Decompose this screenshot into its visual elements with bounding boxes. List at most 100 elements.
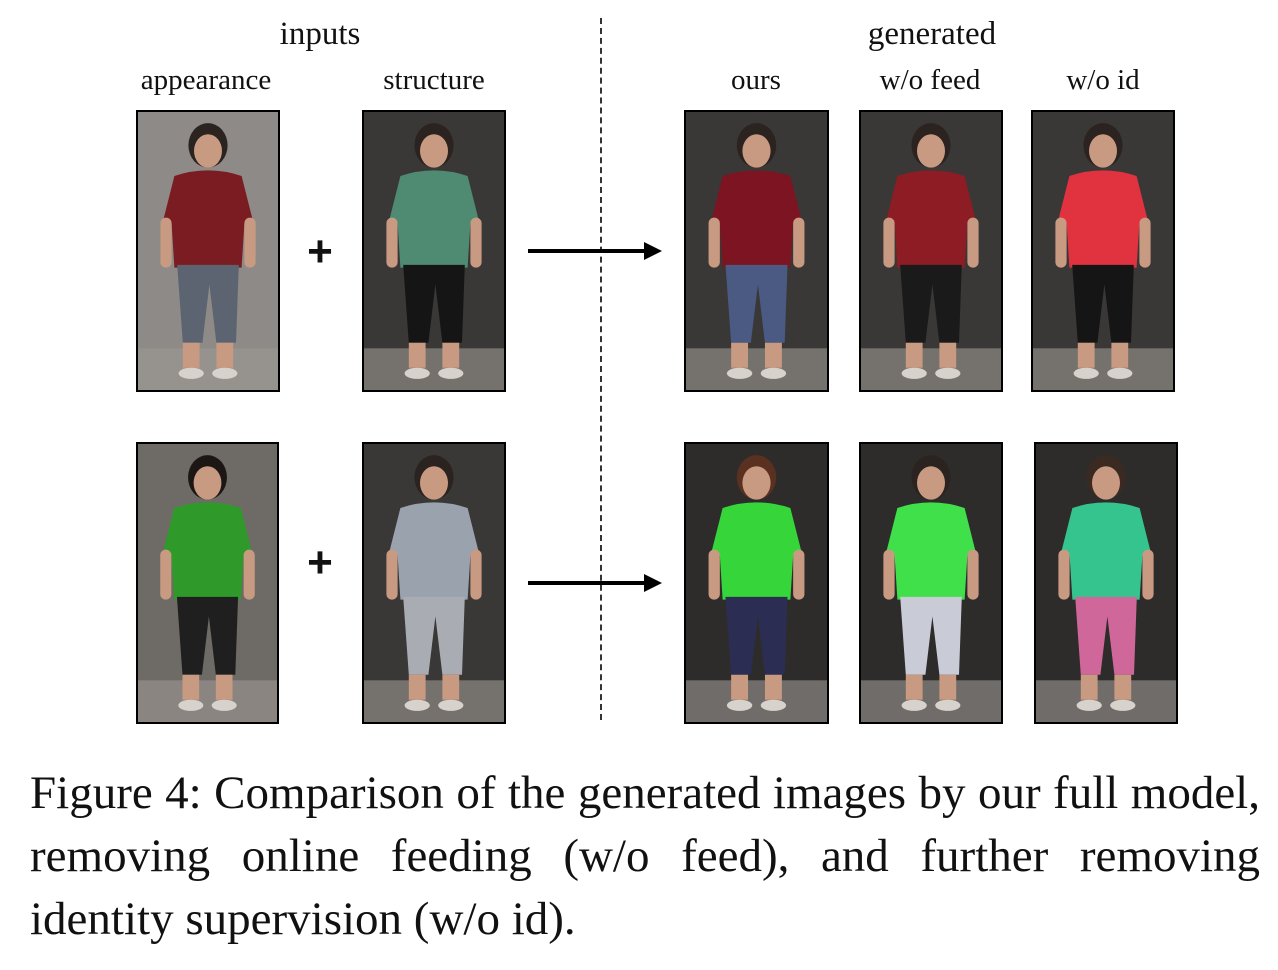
person-right-shoe — [212, 367, 238, 379]
person-right-shoe — [935, 699, 961, 711]
photo-ground — [364, 348, 504, 390]
person-left-arm — [160, 549, 172, 600]
person-right-shoe — [935, 367, 961, 379]
row1-plus-sign: + — [307, 227, 333, 276]
section-divider — [600, 18, 602, 720]
person-face — [742, 466, 771, 500]
person-pants — [177, 264, 239, 343]
person-right-arm — [793, 217, 805, 268]
person-shirt — [389, 502, 479, 600]
person-figure — [364, 112, 504, 390]
person-shirt — [886, 170, 976, 268]
row1-appearance-image — [136, 110, 280, 392]
person-right-arm — [793, 549, 805, 600]
person-right-arm — [1142, 549, 1154, 600]
photo-ground — [861, 348, 1001, 390]
row2-ours-image — [684, 442, 829, 724]
person-right-leg — [1111, 342, 1129, 368]
person-left-leg — [408, 674, 426, 700]
person-figure — [686, 112, 827, 390]
person-figure — [138, 444, 277, 722]
person-face — [420, 466, 448, 500]
person-right-arm — [243, 549, 255, 600]
person-left-arm — [708, 549, 720, 600]
person-left-leg — [1080, 674, 1098, 700]
photo-ground — [1033, 348, 1173, 390]
person-pants — [403, 596, 465, 675]
person-left-leg — [905, 342, 923, 368]
person-left-shoe — [178, 699, 204, 711]
person-right-shoe — [211, 699, 237, 711]
person-figure — [138, 112, 278, 390]
person-left-shoe — [901, 367, 927, 379]
person-right-leg — [764, 674, 782, 700]
row2-plus-sign: + — [307, 538, 333, 587]
person-left-shoe — [404, 699, 430, 711]
person-right-arm — [967, 549, 979, 600]
person-left-arm — [386, 549, 398, 600]
person-left-arm — [883, 217, 895, 268]
row2-arrow-icon — [528, 574, 662, 592]
person-shirt — [711, 502, 802, 600]
column-label-ours: ours — [731, 64, 781, 96]
person-left-leg — [182, 342, 200, 368]
inputs-group-label: inputs — [279, 16, 361, 52]
person-left-leg — [408, 342, 426, 368]
person-left-arm — [708, 217, 720, 268]
person-left-arm — [386, 217, 398, 268]
column-label-appearance: appearance — [140, 64, 272, 96]
person-right-arm — [1139, 217, 1151, 268]
person-shirt — [163, 502, 252, 600]
row1-arrow-icon — [528, 242, 662, 260]
column-label-structure: structure — [383, 64, 485, 96]
figure-caption: Figure 4: Comparison of the generated im… — [30, 767, 1260, 945]
person-right-leg — [442, 674, 460, 700]
person-right-leg — [442, 342, 460, 368]
person-pants — [900, 596, 962, 675]
person-right-arm — [470, 217, 482, 268]
person-face — [742, 134, 771, 168]
person-left-shoe — [726, 699, 753, 711]
person-left-shoe — [901, 699, 927, 711]
person-right-shoe — [1110, 699, 1136, 711]
person-left-shoe — [726, 367, 753, 379]
person-left-leg — [731, 342, 749, 368]
person-figure — [686, 444, 827, 722]
person-left-arm — [160, 217, 172, 268]
person-right-arm — [244, 217, 256, 268]
person-left-arm — [1055, 217, 1067, 268]
person-pants — [1072, 264, 1134, 343]
person-pants — [1075, 596, 1137, 675]
person-left-arm — [1058, 549, 1070, 600]
person-face — [194, 134, 222, 168]
photo-ground — [861, 680, 1001, 722]
row2-wo-id-image — [1034, 442, 1178, 724]
person-right-leg — [216, 342, 234, 368]
person-face — [917, 466, 945, 500]
person-face — [1089, 134, 1117, 168]
column-label-wo-feed: w/o feed — [879, 64, 981, 96]
person-right-shoe — [1107, 367, 1133, 379]
person-right-leg — [764, 342, 782, 368]
person-face — [193, 466, 222, 500]
photo-ground — [1036, 680, 1176, 722]
person-left-leg — [182, 674, 200, 700]
person-pants — [725, 264, 788, 343]
person-left-shoe — [404, 367, 430, 379]
person-left-shoe — [1076, 699, 1102, 711]
person-shirt — [711, 170, 802, 268]
person-left-leg — [731, 674, 749, 700]
person-left-shoe — [1073, 367, 1099, 379]
row1-structure-image — [362, 110, 506, 392]
photo-ground — [138, 348, 278, 390]
person-right-leg — [215, 674, 233, 700]
person-right-leg — [939, 674, 957, 700]
person-pants — [900, 264, 962, 343]
person-right-shoe — [438, 699, 464, 711]
person-right-shoe — [438, 367, 464, 379]
person-right-shoe — [760, 367, 787, 379]
person-right-arm — [967, 217, 979, 268]
person-left-arm — [883, 549, 895, 600]
person-figure — [1036, 444, 1176, 722]
person-shirt — [886, 502, 976, 600]
